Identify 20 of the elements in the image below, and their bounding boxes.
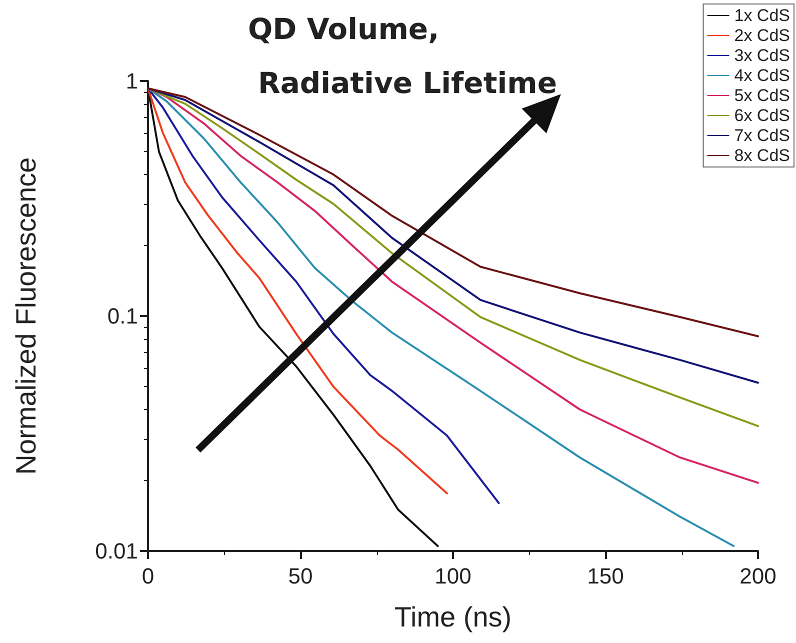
legend-label: 7x CdS [734, 126, 790, 145]
y-tick-label: 1 [126, 68, 138, 94]
y-axis-title: Normalized Fluorescence [10, 157, 42, 475]
legend-label: 6x CdS [734, 106, 790, 125]
y-tick-label: 0.01 [95, 538, 138, 564]
x-tick-label: 0 [142, 564, 154, 588]
x-tick-label: 200 [740, 564, 776, 588]
legend-label: 5x CdS [734, 86, 790, 105]
legend-label: 1x CdS [734, 6, 790, 25]
y-tick-label: 0.1 [107, 304, 138, 328]
legend-label: 3x CdS [734, 46, 790, 65]
legend-label: 8x CdS [734, 146, 790, 165]
legend-label: 2x CdS [734, 26, 790, 45]
x-axis-title: Time (ns) [394, 602, 512, 632]
annotation: Radiative Lifetime [258, 66, 558, 100]
x-tick-label: 150 [587, 564, 624, 588]
x-tick-label: 100 [434, 564, 472, 588]
x-tick-label: 50 [288, 564, 313, 588]
legend-label: 4x CdS [734, 66, 790, 85]
text: QD Volume, [248, 12, 440, 46]
